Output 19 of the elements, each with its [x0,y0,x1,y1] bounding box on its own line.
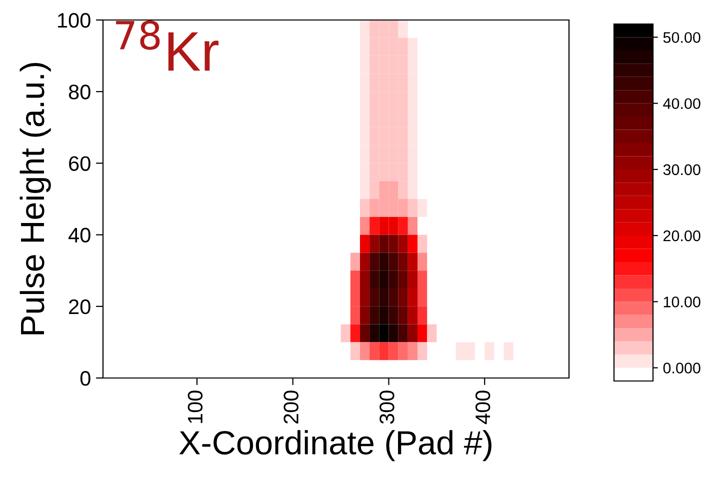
color-bar-label: 0.000 [663,362,700,374]
y-tick-label: 20 [69,299,90,314]
y-axis-title: Pulse Height (a.u.) [20,63,51,334]
annotation: $^{78}$Kr [116,20,218,71]
color-bar-label: 10.00 [664,296,700,308]
x-tick-label: 200 [284,390,298,424]
x-tick-label: 400 [475,390,490,424]
y-tick-label: 40 [68,228,90,243]
y-tick-label: 80 [68,84,90,100]
x-tick-label: 100 [188,390,203,423]
color-bar-label: 50.00 [663,32,700,43]
color-bar-label: 40.00 [663,98,700,110]
color-bar-label: 30.00 [663,164,700,176]
y-tick-label: 100 [58,13,90,28]
color-bar-label: 20.00 [663,230,700,242]
y-tick-label: 60 [69,156,90,171]
y-tick-label: 0 [80,371,90,386]
x-axis-title: X-Coordinate (Pad #) [179,430,492,462]
x-tick-label: 300 [380,390,394,424]
